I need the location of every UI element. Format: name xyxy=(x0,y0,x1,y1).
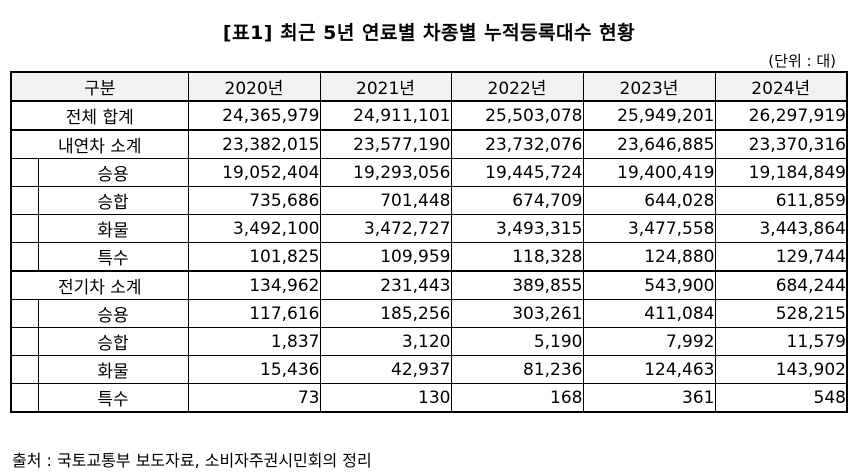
indent-cell xyxy=(10,242,39,272)
category-value: 411,084 xyxy=(582,299,716,328)
total-label: 전체 합계 xyxy=(10,100,189,131)
ice-subtotal-value: 23,732,076 xyxy=(450,129,584,159)
category-value: 3,120 xyxy=(319,327,452,356)
ev-subtotal-value: 684,244 xyxy=(714,270,848,300)
indent-cell xyxy=(10,186,39,215)
total-row: 전체 합계 24,365,979 24,911,101 25,503,078 25,94… xyxy=(10,100,848,131)
ice-subtotal-value: 23,646,885 xyxy=(582,129,716,159)
year-header: 2020년 xyxy=(187,71,321,102)
category-value: 674,709 xyxy=(450,186,584,215)
total-value: 25,503,078 xyxy=(450,100,584,131)
category-value: 5,190 xyxy=(450,327,584,356)
header-label: 구분 xyxy=(10,71,189,102)
indent-cell xyxy=(10,383,39,413)
table-row: 승용 19,052,404 19,293,056 19,445,724 19,400,4… xyxy=(10,158,848,187)
category-value: 1,837 xyxy=(187,327,321,356)
table-row: 특수 73 130 168 361 548 xyxy=(10,383,848,413)
category-value: 185,256 xyxy=(319,299,452,328)
category-label: 승합 xyxy=(37,327,189,356)
ice-subtotal-value: 23,577,190 xyxy=(319,129,452,159)
ice-subtotal-row: 내연차 소계 23,382,015 23,577,190 23,732,076 23,6… xyxy=(10,129,848,159)
table-row: 화물 3,492,100 3,472,727 3,493,315 3,477,558 3,… xyxy=(10,214,848,243)
ev-subtotal-label: 전기차 소계 xyxy=(10,270,189,300)
category-value: 3,477,558 xyxy=(582,214,716,243)
year-header: 2021년 xyxy=(319,71,452,102)
total-value: 24,911,101 xyxy=(319,100,452,131)
category-value: 3,492,100 xyxy=(187,214,321,243)
category-value: 168 xyxy=(450,383,584,413)
category-value: 73 xyxy=(187,383,321,413)
ev-subtotal-value: 543,900 xyxy=(582,270,716,300)
table-title: [표1] 최근 5년 연료별 차종별 누적등록대수 현황 xyxy=(222,22,636,44)
ev-subtotal-value: 134,962 xyxy=(187,270,321,300)
source-note: 출처 : 국토교통부 보도자료, 소비자주권시민회의 정리 xyxy=(12,451,372,470)
ice-subtotal-value: 23,382,015 xyxy=(187,129,321,159)
year-header: 2023년 xyxy=(582,71,716,102)
category-value: 11,579 xyxy=(714,327,848,356)
year-header: 2022년 xyxy=(450,71,584,102)
category-label: 승용 xyxy=(37,158,189,187)
total-value: 25,949,201 xyxy=(582,100,716,131)
category-value: 19,052,404 xyxy=(187,158,321,187)
year-header: 2024년 xyxy=(714,71,848,102)
indent-cell xyxy=(10,214,39,243)
category-value: 129,744 xyxy=(714,242,848,272)
registration-table: 구분 2020년 2021년 2022년 2023년 2024년 전체 합계 24,365,9… xyxy=(10,71,848,413)
ev-subtotal-value: 389,855 xyxy=(450,270,584,300)
category-value: 109,959 xyxy=(319,242,452,272)
unit-label: (단위 : 대) xyxy=(768,52,836,70)
category-value: 19,184,849 xyxy=(714,158,848,187)
indent-cell xyxy=(10,299,39,328)
category-label: 특수 xyxy=(37,242,189,272)
category-value: 548 xyxy=(714,383,848,413)
category-label: 승합 xyxy=(37,186,189,215)
table-row: 화물 15,436 42,937 81,236 124,463 143,902 xyxy=(10,355,848,384)
category-value: 101,825 xyxy=(187,242,321,272)
category-label: 승용 xyxy=(37,299,189,328)
category-value: 117,616 xyxy=(187,299,321,328)
category-value: 3,472,727 xyxy=(319,214,452,243)
indent-cell xyxy=(10,158,39,187)
category-value: 81,236 xyxy=(450,355,584,384)
table-row: 승용 117,616 185,256 303,261 411,084 528,215 xyxy=(10,299,848,328)
indent-cell xyxy=(10,327,39,356)
ice-subtotal-value: 23,370,316 xyxy=(714,129,848,159)
category-value: 118,328 xyxy=(450,242,584,272)
category-label: 특수 xyxy=(37,383,189,413)
category-value: 3,493,315 xyxy=(450,214,584,243)
category-label: 화물 xyxy=(37,355,189,384)
category-value: 528,215 xyxy=(714,299,848,328)
ev-subtotal-row: 전기차 소계 134,962 231,443 389,855 543,900 684,24… xyxy=(10,270,848,300)
category-value: 644,028 xyxy=(582,186,716,215)
category-value: 19,400,419 xyxy=(582,158,716,187)
category-value: 611,859 xyxy=(714,186,848,215)
category-value: 124,880 xyxy=(582,242,716,272)
indent-cell xyxy=(10,355,39,384)
ice-subtotal-label: 내연차 소계 xyxy=(10,129,189,159)
category-value: 361 xyxy=(582,383,716,413)
category-value: 130 xyxy=(319,383,452,413)
category-value: 3,443,864 xyxy=(714,214,848,243)
category-value: 143,902 xyxy=(714,355,848,384)
total-value: 24,365,979 xyxy=(187,100,321,131)
ev-subtotal-value: 231,443 xyxy=(319,270,452,300)
category-value: 15,436 xyxy=(187,355,321,384)
category-value: 19,445,724 xyxy=(450,158,584,187)
category-value: 7,992 xyxy=(582,327,716,356)
category-label: 화물 xyxy=(37,214,189,243)
category-value: 701,448 xyxy=(319,186,452,215)
table-row: 특수 101,825 109,959 118,328 124,880 129,744 xyxy=(10,242,848,272)
header-row: 구분 2020년 2021년 2022년 2023년 2024년 xyxy=(10,71,848,102)
category-value: 735,686 xyxy=(187,186,321,215)
table-row: 승합 1,837 3,120 5,190 7,992 11,579 xyxy=(10,327,848,356)
category-value: 42,937 xyxy=(319,355,452,384)
category-value: 303,261 xyxy=(450,299,584,328)
category-value: 19,293,056 xyxy=(319,158,452,187)
table-row: 승합 735,686 701,448 674,709 644,028 611,859 xyxy=(10,186,848,215)
total-value: 26,297,919 xyxy=(714,100,848,131)
category-value: 124,463 xyxy=(582,355,716,384)
